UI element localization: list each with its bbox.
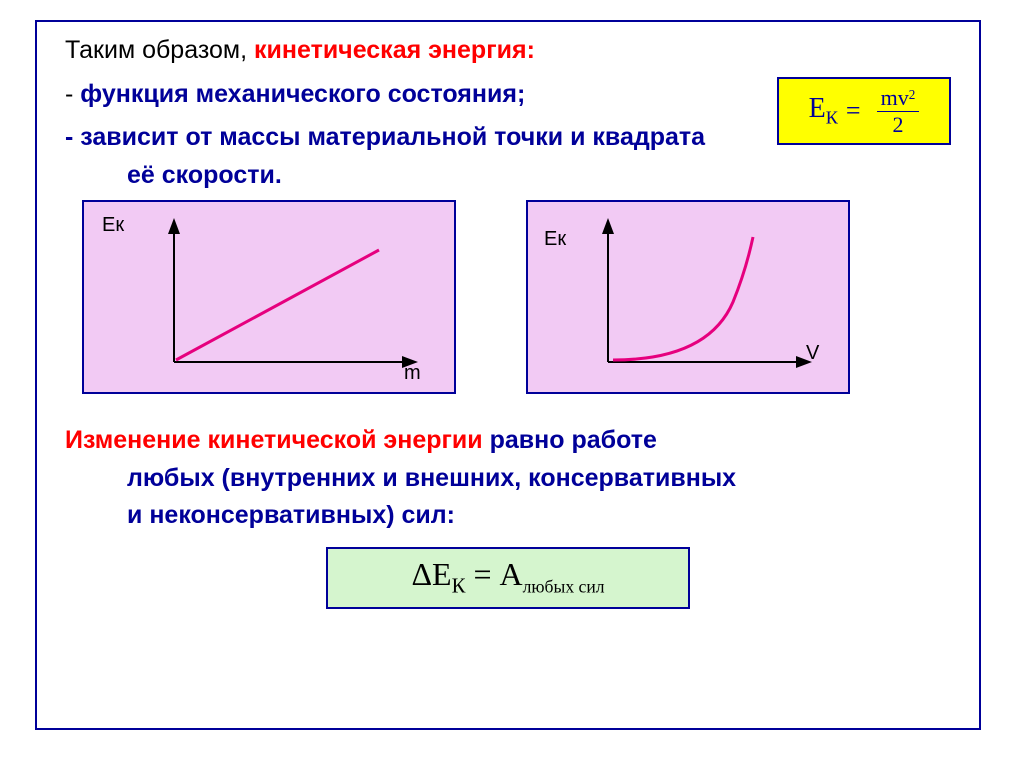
- f2-sub2: любых сил: [523, 577, 605, 597]
- intro-black: Таким образом,: [65, 36, 254, 64]
- f2-content: ΔEК = Aлюбых сил: [411, 556, 604, 598]
- f1-lhs: EК: [809, 93, 838, 129]
- chart2-ylabel: Eк: [544, 228, 566, 251]
- bullet1-text: функция механического состояния;: [80, 80, 525, 108]
- chart-ek-vs-m: Eк m: [82, 200, 456, 394]
- bullet-2-line2: её скорости.: [57, 157, 959, 195]
- stmt2-line2: любых (внутренних и внешних, консерватив…: [127, 464, 736, 492]
- stmt2-red: Изменение кинетической энергии: [65, 426, 483, 454]
- chart-ek-vs-v: Eк V: [526, 200, 850, 394]
- f1-E: E: [809, 93, 826, 124]
- f1-exp: 2: [909, 87, 916, 102]
- f1-den: 2: [877, 112, 920, 138]
- formula-delta-ek: ΔEК = Aлюбых сил: [326, 547, 690, 609]
- intro-line: Таким образом, кинетическая энергия:: [57, 32, 959, 70]
- bullet1-dash: -: [65, 80, 80, 108]
- f1-num: mv2: [877, 85, 920, 112]
- chart1-ylabel: Eк: [102, 214, 124, 237]
- stmt2-rest1: равно работе: [483, 426, 657, 454]
- f2-A: A: [500, 556, 523, 592]
- chart2-svg: [528, 202, 848, 392]
- f1-frac: mv2 2: [877, 85, 920, 138]
- charts-row: Eк m Eк V: [57, 200, 959, 394]
- chart2-xlabel: V: [806, 342, 819, 365]
- f2-sub1: К: [452, 575, 466, 598]
- statement2-line2: любых (внутренних и внешних, консерватив…: [57, 460, 959, 498]
- f1-sub: К: [826, 108, 838, 128]
- f1-mv: mv: [881, 85, 909, 110]
- bullet2-line1: - зависит от массы материальной точки и …: [65, 123, 705, 151]
- intro-red: кинетическая энергия:: [254, 36, 535, 64]
- formula-ek: EК = mv2 2: [777, 77, 951, 145]
- f2-E: E: [432, 556, 452, 592]
- chart1-svg: [84, 202, 454, 392]
- f2-delta: Δ: [411, 556, 432, 592]
- statement2-line1: Изменение кинетической энергии равно раб…: [57, 422, 959, 460]
- chart1-xlabel: m: [404, 362, 421, 385]
- statement2-line3: и неконсервативных) сил:: [57, 497, 959, 535]
- f1-eq: =: [846, 96, 861, 126]
- bullet2-line2-text: её скорости.: [127, 161, 282, 189]
- f2-eq: =: [465, 556, 499, 592]
- stmt2-line3: и неконсервативных) сил:: [127, 501, 455, 529]
- slide-frame: Таким образом, кинетическая энергия: - ф…: [35, 20, 981, 730]
